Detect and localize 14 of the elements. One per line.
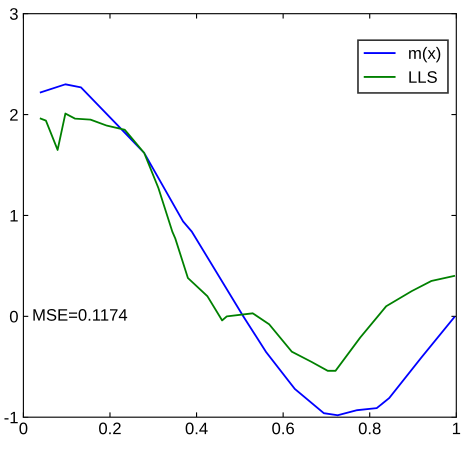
y-tick-label: -1 [4,412,18,424]
annotation: MSE=0.1174 [33,309,128,321]
y-tick-label: 1 [10,210,18,222]
legend-label: LLS [409,71,437,83]
x-tick-label: 1 [452,422,460,434]
y-tick-label: 0 [10,310,18,323]
x-tick-label: 0 [19,422,28,434]
x-tick-label: 0.4 [186,422,208,434]
y-tick-label: 2 [10,108,18,121]
y-tick-label: 3 [10,8,18,20]
legend-label: m(x) [409,46,440,62]
x-tick-label: 0.8 [358,422,381,434]
x-tick-label: 0.2 [99,422,121,434]
x-tick-label: 0.6 [272,422,294,434]
